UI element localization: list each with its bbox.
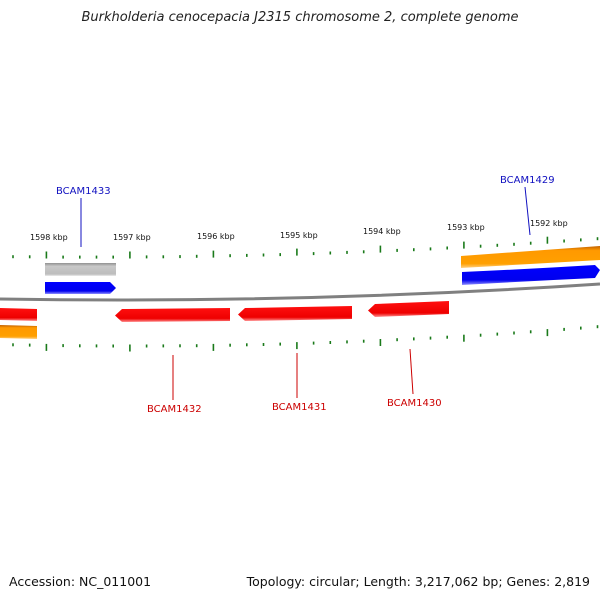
chromosome-backbone xyxy=(0,282,600,302)
rna-feature-left[interactable] xyxy=(0,325,37,339)
label-bcam1431: BCAM1431 xyxy=(272,402,327,413)
accession-text: Accession: NC_011001 xyxy=(9,574,152,589)
scale-ticks-inner xyxy=(12,325,599,352)
topology-text: Topology: circular; Length: 3,217,062 bp… xyxy=(246,574,590,589)
scale-ticks-outer xyxy=(12,236,599,259)
scale-label-1592: 1592 kbp xyxy=(530,219,568,228)
scale-label-1594: 1594 kbp xyxy=(363,227,401,236)
gene-bcam1431[interactable] xyxy=(238,306,352,321)
gene-labels: BCAM1433 BCAM1429 BCAM1432 BCAM1431 BCAM… xyxy=(56,175,555,415)
scale-label-1596: 1596 kbp xyxy=(197,232,235,241)
pseudogene-feature[interactable] xyxy=(45,263,116,276)
gene-bcam1430[interactable] xyxy=(368,301,449,317)
gene-left-edge[interactable] xyxy=(0,308,37,321)
gene-bcam1432[interactable] xyxy=(115,308,230,322)
label-callouts xyxy=(80,186,531,400)
gene-bcam1429[interactable] xyxy=(462,265,600,285)
map-title: Burkholderia cenocepacia J2315 chromosom… xyxy=(81,10,519,25)
label-bcam1432: BCAM1432 xyxy=(147,404,202,415)
callout-bcam1429 xyxy=(524,186,531,236)
label-bcam1430: BCAM1430 xyxy=(387,398,442,409)
scale-label-1597: 1597 kbp xyxy=(113,233,151,242)
scale-label-1598: 1598 kbp xyxy=(30,233,68,242)
label-bcam1433: BCAM1433 xyxy=(56,186,111,197)
label-bcam1429: BCAM1429 xyxy=(500,175,555,186)
reverse-features xyxy=(0,301,449,339)
callout-bcam1430 xyxy=(409,348,414,395)
forward-features xyxy=(45,246,600,294)
scale-label-1593: 1593 kbp xyxy=(447,223,485,232)
gene-bcam1433[interactable] xyxy=(45,282,116,294)
scale-label-1595: 1595 kbp xyxy=(280,231,318,240)
rna-feature-right[interactable] xyxy=(461,246,600,268)
scale-labels: 1598 kbp 1597 kbp 1596 kbp 1595 kbp 1594… xyxy=(30,219,568,242)
